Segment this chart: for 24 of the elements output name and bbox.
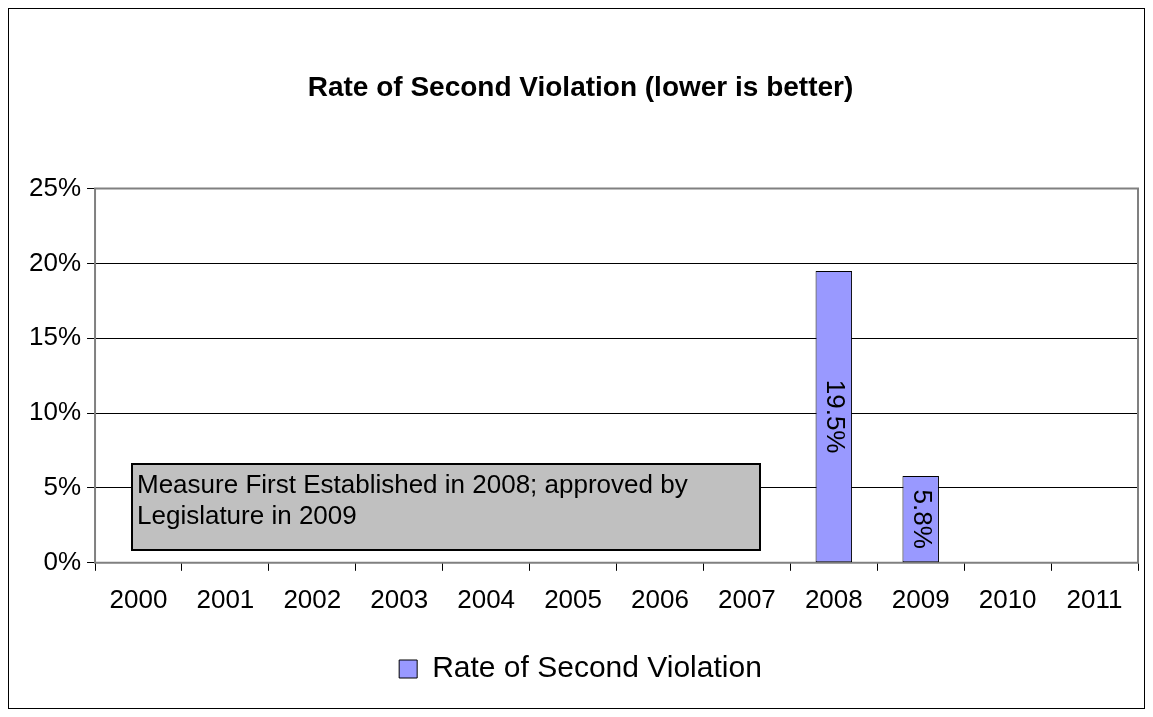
x-tick-label: 2007 [717, 583, 776, 614]
x-tick-label: 2000 [109, 583, 168, 614]
data-label: 5.8% [907, 489, 938, 549]
y-tick-label: 0% [43, 545, 82, 576]
x-tick-label: 2005 [544, 583, 602, 614]
note-box: Measure First Established in 2008; approved by Legislature in 2009 [131, 463, 761, 551]
chart-title: Rate of Second Violation (lower is better) [307, 70, 854, 102]
x-tick-label: 2009 [891, 583, 950, 614]
y-tick-label: 25% [28, 171, 82, 202]
y-tick-label: 20% [28, 246, 82, 277]
x-tick-label: 2001 [196, 583, 255, 614]
y-tick-label: 15% [28, 321, 82, 352]
x-tick-label: 2002 [283, 583, 342, 614]
x-tick-label: 2004 [457, 583, 516, 614]
legend-label: Rate of Second Violation [432, 650, 762, 684]
x-tick-label: 2010 [978, 583, 1037, 614]
x-tick-label: 2003 [370, 583, 429, 614]
x-tick-label: 2011 [1066, 583, 1123, 614]
data-label: 19.5% [820, 379, 851, 454]
y-tick-label: 5% [43, 471, 82, 502]
annotation: Measure First Established in 2008; approved by Legislature in 2009 [137, 469, 688, 530]
x-tick-label: 2008 [804, 583, 863, 614]
y-tick-label: 10% [28, 396, 82, 427]
x-tick-label: 2006 [631, 583, 689, 614]
